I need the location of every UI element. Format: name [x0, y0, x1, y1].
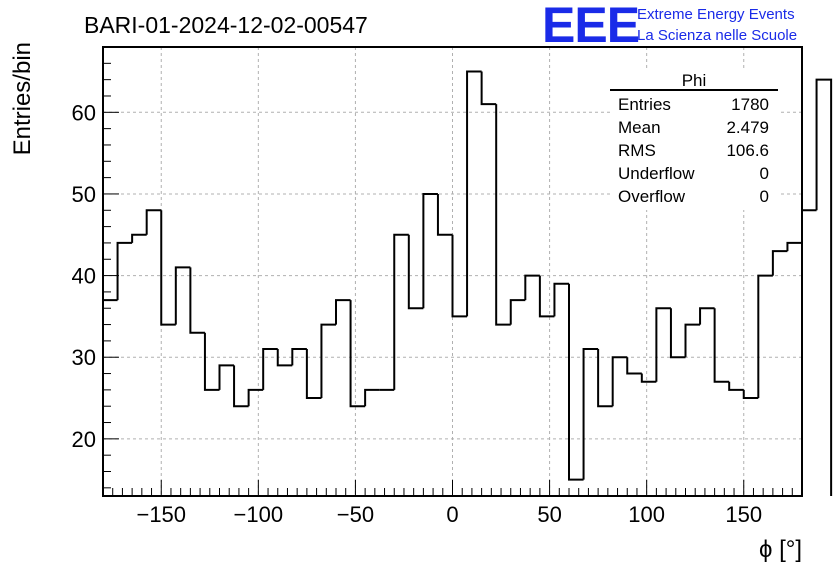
histogram-bin: [189, 267, 205, 334]
chart-title: BARI-01-2024-12-02-00547: [84, 12, 368, 38]
logo: EEE Extreme Energy Events La Scienza nel…: [542, 0, 797, 53]
x-tick-label: 150: [725, 502, 762, 527]
y-axis-label: Entries/bin: [9, 42, 36, 155]
histogram-bin: [335, 299, 351, 325]
histogram-bin: [174, 266, 191, 325]
x-tick-label: −100: [234, 502, 284, 527]
stats-row-label: Mean: [618, 118, 661, 137]
histogram-bin: [291, 348, 307, 366]
stats-row-label: RMS: [618, 141, 656, 160]
histogram-bin: [218, 364, 235, 390]
y-tick-label: 20: [72, 427, 96, 452]
stats-box: Phi Entries 1780 Mean 2.479 RMS 106.6 Underflo…: [610, 70, 780, 210]
histogram-bin: [655, 307, 671, 382]
histogram-bin: [626, 357, 642, 375]
x-tick-label: 0: [446, 502, 458, 527]
histogram-bin: [393, 233, 409, 390]
x-axis-label: ϕ [°]: [759, 536, 802, 563]
y-tick-label: 50: [72, 182, 96, 207]
stats-row-value: 2.479: [726, 118, 769, 137]
histogram-bin: [771, 250, 788, 276]
x-tick-label: −150: [136, 502, 186, 527]
histogram-bin: [320, 323, 336, 399]
logo-line2: La Scienza nelle Scuole: [637, 27, 797, 44]
histogram-bin: [801, 209, 817, 243]
stats-box-background: [610, 70, 780, 210]
stats-box-title: Phi: [682, 71, 707, 90]
stats-row-label: Entries: [618, 95, 671, 114]
histogram-bin: [786, 241, 802, 252]
axes: [102, 46, 803, 497]
histogram-bin: [640, 373, 657, 383]
histogram-bin: [728, 381, 744, 391]
histogram-bin: [203, 332, 220, 391]
histogram-bin: [611, 356, 628, 407]
histogram-bin: [597, 349, 613, 408]
histogram-bin: [699, 307, 715, 325]
stats-row-value: 0: [760, 187, 769, 206]
histogram-bin: [305, 349, 322, 400]
histogram-bin: [495, 104, 511, 326]
y-tick-label: 40: [72, 264, 96, 289]
x-tick-label: 50: [537, 502, 561, 527]
stats-row-value: 1780: [731, 95, 769, 114]
histogram-bin: [582, 348, 599, 480]
stats-rows: Entries 1780 Mean 2.479 RMS 106.6 Underflow 0 Ov…: [618, 95, 769, 206]
stats-row-label: Underflow: [618, 164, 695, 183]
stats-row-label: Overflow: [618, 187, 686, 206]
histogram-bin: [553, 282, 569, 317]
histogram-bin: [102, 299, 118, 496]
histogram-bin: [262, 348, 278, 390]
logo-mark: EEE: [542, 0, 639, 53]
y-tick-label: 60: [72, 100, 96, 125]
histogram-bin: [466, 70, 482, 317]
histogram-bin: [131, 233, 147, 243]
histogram-bin: [713, 308, 730, 383]
histogram-bin: [538, 275, 555, 318]
histogram-bin: [568, 283, 584, 481]
x-tick-label: −50: [337, 502, 374, 527]
histogram-bin: [684, 323, 701, 358]
histogram-bin: [233, 365, 249, 408]
x-tick-labels: −150 −100 −50 0 50 100 150: [136, 502, 762, 527]
histogram-bin: [815, 78, 833, 496]
stats-row-value: 0: [760, 164, 769, 183]
histogram-bin: [364, 388, 380, 407]
histogram-bin: [407, 234, 424, 310]
histogram-bin: [349, 300, 366, 408]
histogram-bin: [524, 274, 540, 301]
histogram-bin: [436, 193, 453, 236]
histogram-bin: [742, 389, 759, 400]
histogram-bin: [247, 388, 264, 407]
y-tick-label: 30: [72, 345, 96, 370]
histogram-bin: [480, 71, 497, 106]
histogram-bin: [276, 349, 293, 367]
histogram-bin: [422, 192, 438, 309]
logo-line1: Extreme Energy Events: [637, 6, 795, 23]
stats-row-value: 106.6: [726, 141, 769, 160]
histogram-bin: [160, 210, 176, 326]
y-tick-labels: 20 30 40 50 60: [72, 100, 96, 452]
histogram-bin: [145, 209, 162, 235]
histogram-bin: [451, 234, 468, 318]
histogram-bin: [116, 241, 133, 301]
x-tick-label: 100: [628, 502, 665, 527]
histogram-bin: [509, 299, 526, 325]
histogram-bin: [757, 274, 773, 399]
histogram-bin: [669, 308, 686, 359]
